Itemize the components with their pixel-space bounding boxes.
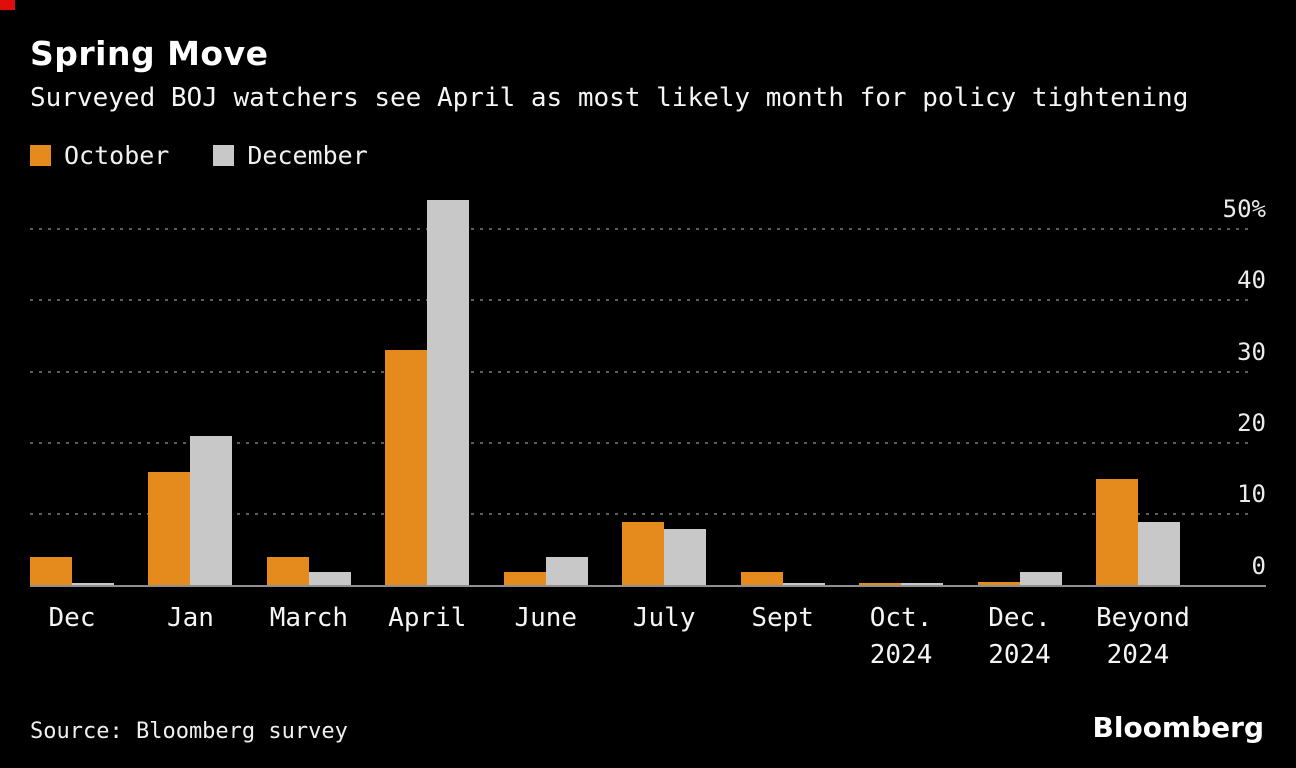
red-corner-mark bbox=[0, 0, 15, 10]
x-tick-oct-2024: Oct. 2024 bbox=[869, 602, 933, 671]
bar-december-dec bbox=[72, 582, 114, 586]
x-tick-beyond-2024: Beyond 2024 bbox=[1095, 602, 1190, 671]
legend-item-december: December bbox=[213, 140, 368, 170]
gridline-20 bbox=[30, 441, 1250, 444]
bar-october-july bbox=[622, 521, 665, 586]
bar-october-dec-2024 bbox=[977, 581, 1020, 586]
x-axis-labels: Dec Jan March April June July Sept Oct. 2024 Dec… bbox=[30, 600, 1190, 675]
legend-item-october: October bbox=[30, 141, 169, 170]
bar-october-jan bbox=[148, 471, 191, 586]
gridline-30 bbox=[30, 370, 1250, 373]
y-tick-0: 0 bbox=[1251, 551, 1266, 580]
gridlines: 0 10 20 30 40 50% bbox=[30, 186, 1266, 586]
october-swatch bbox=[30, 144, 51, 166]
bar-october-dec bbox=[30, 557, 72, 586]
bar-december-jan bbox=[190, 435, 233, 586]
bar-group-march bbox=[266, 557, 351, 586]
bar-group-dec bbox=[30, 557, 114, 586]
bar-group-july bbox=[622, 521, 707, 586]
legend-label-december: December bbox=[247, 140, 368, 170]
y-tick-20: 20 bbox=[1237, 408, 1266, 437]
bar-october-beyond-2024 bbox=[1095, 478, 1138, 586]
bar-chart: 0 10 20 30 40 50% bbox=[30, 186, 1266, 587]
bar-december-march bbox=[308, 571, 351, 586]
y-tick-10: 10 bbox=[1237, 480, 1266, 509]
source-note: Source: Bloomberg survey bbox=[30, 719, 348, 744]
bar-group-april bbox=[385, 200, 470, 586]
legend-label-october: October bbox=[64, 140, 170, 170]
bar-group-dec-2024 bbox=[977, 571, 1062, 586]
bar-group-beyond-2024 bbox=[1095, 478, 1180, 586]
bar-group-june bbox=[503, 557, 588, 586]
gridline-50 bbox=[30, 227, 1250, 230]
bar-december-oct-2024 bbox=[901, 582, 944, 586]
bar-october-june bbox=[503, 571, 546, 586]
gridline-40 bbox=[30, 299, 1250, 302]
chart-title: Spring Move bbox=[30, 34, 269, 73]
bar-december-june bbox=[545, 557, 588, 586]
x-tick-dec: Dec bbox=[48, 602, 96, 633]
bar-group-oct-2024 bbox=[859, 582, 944, 586]
chart-subtitle: Surveyed BOJ watchers see April as most … bbox=[30, 83, 1189, 114]
bars bbox=[30, 186, 1180, 586]
x-tick-dec-2024: Dec. 2024 bbox=[988, 602, 1051, 671]
content: Spring Move Surveyed BOJ watchers see Ap… bbox=[30, 34, 1266, 675]
x-tick-june: June bbox=[514, 602, 578, 633]
december-swatch bbox=[213, 144, 235, 166]
bar-october-april bbox=[385, 350, 428, 586]
y-tick-40: 40 bbox=[1237, 266, 1266, 295]
bar-december-july bbox=[664, 528, 707, 586]
x-tick-march: March bbox=[269, 602, 349, 633]
x-tick-april: April bbox=[388, 602, 467, 633]
bar-december-dec-2024 bbox=[1019, 571, 1062, 586]
x-tick-sept: Sept bbox=[751, 602, 814, 633]
x-axis-line bbox=[30, 584, 1266, 587]
gridline-10 bbox=[30, 513, 1250, 516]
legend: October December bbox=[30, 141, 1266, 170]
x-tick-july: July bbox=[632, 602, 696, 633]
bar-december-beyond-2024 bbox=[1137, 521, 1180, 586]
x-tick-jan: Jan bbox=[166, 602, 214, 633]
bar-group-sept bbox=[740, 571, 825, 586]
bloomberg-logo: Bloomberg bbox=[1092, 711, 1264, 744]
bar-december-april bbox=[427, 200, 470, 586]
bar-october-sept bbox=[740, 571, 783, 586]
bar-october-march bbox=[266, 557, 309, 586]
bar-october-oct-2024 bbox=[859, 582, 902, 586]
y-tick-50: 50% bbox=[1222, 194, 1266, 223]
y-tick-30: 30 bbox=[1237, 337, 1266, 366]
bar-december-sept bbox=[782, 582, 825, 586]
bar-group-jan bbox=[148, 435, 233, 586]
